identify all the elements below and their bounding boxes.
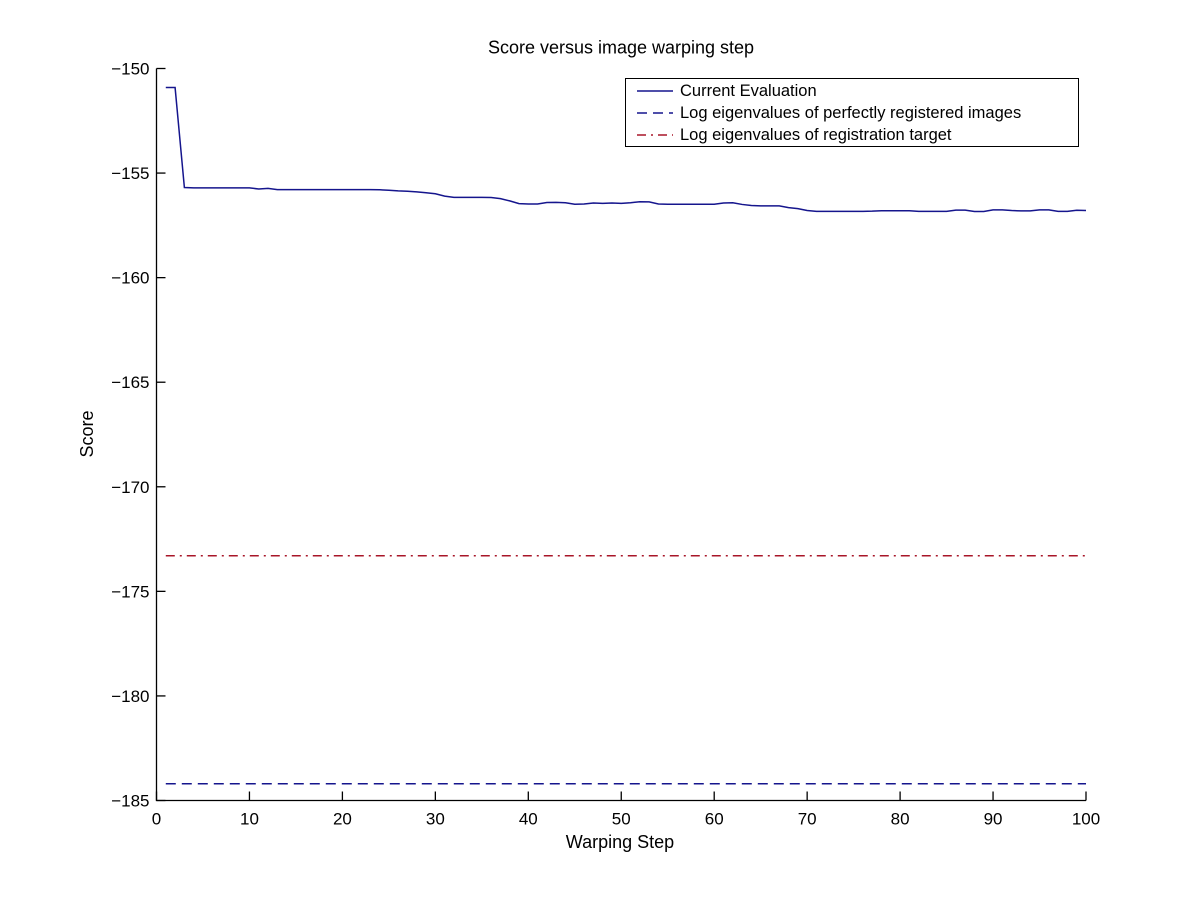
legend-row-registration-target: Log eigenvalues of registration target — [626, 124, 1078, 146]
y-tick-label--160: −160 — [111, 269, 149, 288]
axis-lines — [155, 68, 1086, 802]
y-axis-label: Score — [77, 410, 97, 457]
x-axis-label: Warping Step — [566, 832, 674, 852]
x-tick-label-90: 90 — [984, 810, 1003, 829]
legend-sample-solid-line — [637, 90, 673, 92]
x-tick-label-80: 80 — [891, 810, 910, 829]
x-tick-label-0: 0 — [152, 810, 161, 829]
x-tick-label-50: 50 — [612, 810, 631, 829]
y-tick-label--175: −175 — [111, 582, 149, 601]
legend-label-current-evaluation: Current Evaluation — [680, 82, 817, 100]
y-tick-label--155: −155 — [111, 164, 149, 183]
legend-sample-dashed-line — [637, 112, 673, 114]
x-tick-label-10: 10 — [240, 810, 259, 829]
series-line-0 — [165, 86, 1087, 213]
x-tick-label-100: 100 — [1072, 810, 1100, 829]
legend-row-perfectly-registered: Log eigenvalues of perfectly registered … — [626, 102, 1078, 124]
series-layer — [165, 86, 1087, 785]
legend-label-registration-target: Log eigenvalues of registration target — [680, 126, 952, 144]
y-tick-label--170: −170 — [111, 478, 149, 497]
legend-row-current-evaluation: Current Evaluation — [626, 80, 1078, 102]
x-tick-label-20: 20 — [333, 810, 352, 829]
x-tick-label-30: 30 — [426, 810, 445, 829]
y-tick-label--165: −165 — [111, 373, 149, 392]
legend-label-perfectly-registered: Log eigenvalues of perfectly registered … — [680, 104, 1022, 122]
x-tick-label-60: 60 — [705, 810, 724, 829]
x-tick-label-40: 40 — [519, 810, 538, 829]
chart-title: Score versus image warping step — [488, 38, 754, 58]
legend: Current Evaluation Log eigenvalues of pe… — [625, 78, 1079, 147]
y-tick-label--185: −185 — [111, 792, 149, 811]
axes-layer: 0 10 20 30 40 50 60 70 80 90 100 −185 −180 −175 −170 −1… — [111, 60, 1100, 829]
y-tick-label--180: −180 — [111, 687, 149, 706]
x-tick-label-70: 70 — [798, 810, 817, 829]
y-tick-label--150: −150 — [111, 60, 149, 79]
legend-sample-dashdot-line — [637, 134, 673, 136]
